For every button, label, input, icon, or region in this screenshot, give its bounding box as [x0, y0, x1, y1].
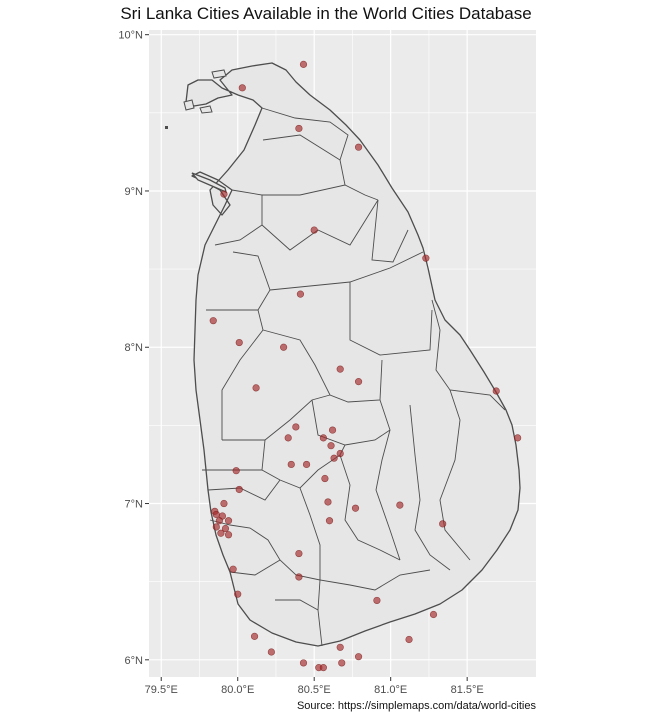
city-point: [299, 60, 308, 68]
city-point: [212, 510, 220, 519]
city-point: [327, 442, 335, 450]
city-point: [325, 517, 334, 525]
city-point: [310, 226, 318, 234]
district-border: [371, 199, 409, 263]
city-point: [330, 454, 338, 462]
city-point: [217, 529, 225, 537]
city-point: [405, 635, 413, 644]
city-points: [209, 60, 522, 672]
city-point: [295, 549, 303, 558]
x-tick-label: 79.5°E: [145, 684, 178, 696]
city-point: [354, 653, 363, 661]
city-point: [295, 124, 303, 133]
city-point: [319, 664, 327, 672]
city-point: [351, 504, 360, 512]
district-border: [299, 487, 431, 591]
city-point: [336, 449, 344, 458]
jaffna-island-small-3: [199, 105, 213, 114]
city-point: [287, 460, 295, 469]
city-point: [422, 254, 430, 262]
city-point: [514, 434, 522, 442]
city-point: [215, 517, 223, 525]
city-point: [299, 659, 308, 667]
district-border: [409, 404, 451, 571]
district-border: [221, 329, 264, 440]
city-point: [338, 659, 346, 667]
city-point: [321, 474, 329, 483]
district-border: [229, 559, 281, 576]
y-tick-label: 6°N: [125, 655, 144, 667]
city-point: [284, 434, 292, 442]
city-point: [336, 643, 344, 651]
city-point: [280, 343, 288, 351]
x-tick-label: 81.0°E: [374, 684, 407, 696]
city-point: [302, 460, 311, 469]
y-tick-label: 8°N: [125, 342, 144, 354]
source-caption: Source: https://simplemaps.com/data/worl…: [296, 700, 536, 712]
y-axis: 10°N 9°N 8°N 7°N 6°N: [118, 30, 149, 667]
district-border: [261, 199, 379, 251]
city-point: [429, 610, 438, 619]
district-border: [339, 454, 401, 561]
city-point: [220, 190, 228, 198]
city-point: [336, 365, 344, 373]
city-point: [235, 485, 243, 494]
city-point: [238, 84, 246, 92]
city-point: [235, 338, 243, 347]
city-point: [250, 632, 259, 640]
city-point: [229, 565, 237, 573]
district-border: [275, 599, 319, 611]
city-point: [221, 524, 230, 533]
x-axis: 79.5°E 80.0°E 80.5°E 81.0°E 81.5°E: [145, 677, 484, 696]
district-border: [439, 389, 471, 561]
x-tick-label: 80.5°E: [298, 684, 331, 696]
chart-title: Sri Lanka Cities Available in the World …: [120, 4, 532, 23]
district-border: [375, 399, 401, 561]
city-point: [267, 648, 275, 656]
x-tick-label: 81.5°E: [451, 684, 484, 696]
city-point: [373, 596, 381, 605]
district-border: [262, 134, 341, 161]
city-point: [292, 423, 300, 431]
city-point: [324, 498, 332, 506]
city-point: [396, 501, 404, 509]
y-tick-label: 10°N: [118, 30, 143, 42]
city-point: [234, 590, 242, 598]
jaffna-island-small: [211, 69, 227, 79]
y-tick-label: 9°N: [125, 186, 144, 198]
jaffna-island-small-2: [183, 99, 195, 111]
sri-lanka-landmass: [165, 62, 521, 647]
city-point: [439, 520, 447, 528]
city-point: [212, 523, 220, 531]
district-border: [207, 479, 281, 501]
city-point: [354, 378, 363, 386]
city-point: [220, 499, 228, 508]
x-tick-label: 80.0°E: [221, 684, 254, 696]
district-borders: [202, 107, 506, 647]
y-tick-label: 7°N: [125, 499, 144, 511]
country-outline: [185, 62, 521, 647]
city-point: [252, 384, 260, 392]
district-border: [431, 299, 506, 411]
district-border: [261, 107, 349, 186]
city-point: [224, 531, 233, 539]
sand-dot: [165, 126, 168, 129]
city-point: [354, 143, 363, 151]
district-border: [222, 394, 331, 441]
city-point: [232, 467, 240, 475]
city-point: [328, 426, 337, 434]
city-point: [492, 387, 500, 395]
district-border: [349, 282, 433, 356]
city-point: [295, 573, 303, 581]
city-point: [209, 317, 217, 325]
city-point: [319, 434, 327, 442]
district-border: [262, 184, 379, 201]
city-point: [296, 290, 305, 298]
city-point: [224, 517, 233, 525]
